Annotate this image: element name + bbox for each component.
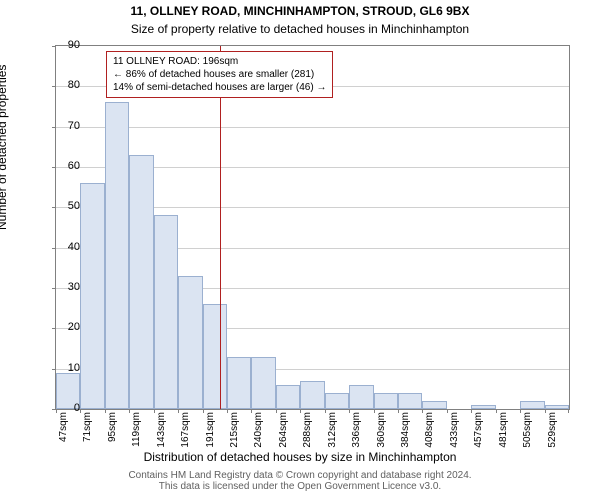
histogram-bar — [227, 357, 251, 409]
y-tick-label: 10 — [55, 362, 80, 374]
x-tick-label: 71sqm — [82, 412, 93, 452]
histogram-bar — [251, 357, 275, 409]
x-tick-label: 143sqm — [156, 412, 167, 452]
x-tick-label: 481sqm — [498, 412, 509, 452]
histogram-bar — [178, 276, 202, 409]
y-tick-label: 30 — [55, 281, 80, 293]
x-tick-label: 529sqm — [547, 412, 558, 452]
histogram-bar — [325, 393, 349, 409]
x-tick-label: 119sqm — [131, 412, 142, 452]
chart-title-sub: Size of property relative to detached ho… — [0, 22, 600, 36]
histogram-bar — [471, 405, 495, 409]
property-marker-line — [220, 46, 221, 409]
x-tick-mark — [349, 409, 350, 413]
gridline — [56, 127, 569, 128]
x-tick-mark — [398, 409, 399, 413]
chart-plot-area: 11 OLLNEY ROAD: 196sqm ← 86% of detached … — [55, 45, 570, 410]
y-tick-label: 40 — [55, 241, 80, 253]
histogram-bar — [545, 405, 569, 409]
x-tick-label: 433sqm — [449, 412, 460, 452]
histogram-bar — [203, 304, 227, 409]
histogram-bar — [129, 155, 153, 409]
annotation-box: 11 OLLNEY ROAD: 196sqm ← 86% of detached … — [106, 51, 333, 98]
x-tick-mark — [227, 409, 228, 413]
x-tick-mark — [374, 409, 375, 413]
x-tick-label: 288sqm — [302, 412, 313, 452]
histogram-bar — [349, 385, 373, 409]
x-tick-label: 191sqm — [205, 412, 216, 452]
x-tick-label: 264sqm — [278, 412, 289, 452]
x-tick-mark — [568, 409, 569, 413]
histogram-bar — [520, 401, 544, 409]
annotation-line1: 11 OLLNEY ROAD: 196sqm — [113, 56, 238, 67]
y-tick-label: 60 — [55, 160, 80, 172]
x-tick-mark — [520, 409, 521, 413]
x-tick-mark — [447, 409, 448, 413]
x-tick-label: 312sqm — [327, 412, 338, 452]
x-tick-label: 167sqm — [180, 412, 191, 452]
x-tick-mark — [276, 409, 277, 413]
x-tick-label: 505sqm — [522, 412, 533, 452]
x-tick-label: 240sqm — [253, 412, 264, 452]
x-axis-label: Distribution of detached houses by size … — [0, 450, 600, 464]
y-tick-label: 20 — [55, 321, 80, 333]
x-tick-mark — [154, 409, 155, 413]
x-tick-label: 47sqm — [58, 412, 69, 452]
histogram-bar — [422, 401, 446, 409]
x-tick-label: 215sqm — [229, 412, 240, 452]
chart-title-main: 11, OLLNEY ROAD, MINCHINHAMPTON, STROUD,… — [0, 4, 600, 18]
histogram-bar — [154, 215, 178, 409]
histogram-bar — [80, 183, 104, 409]
x-tick-label: 95sqm — [107, 412, 118, 452]
x-tick-mark — [325, 409, 326, 413]
annotation-line3: 14% of semi-detached houses are larger (… — [113, 82, 326, 93]
x-tick-mark — [496, 409, 497, 413]
x-tick-label: 457sqm — [473, 412, 484, 452]
x-tick-mark — [105, 409, 106, 413]
y-tick-label: 70 — [55, 120, 80, 132]
x-tick-mark — [545, 409, 546, 413]
y-axis-label: Number of detached properties — [0, 65, 9, 230]
y-tick-label: 90 — [55, 39, 80, 51]
histogram-bar — [105, 102, 129, 409]
histogram-bar — [300, 381, 324, 409]
y-tick-label: 80 — [55, 79, 80, 91]
footer-line2: This data is licensed under the Open Gov… — [159, 481, 441, 492]
x-tick-label: 360sqm — [376, 412, 387, 452]
footer-line1: Contains HM Land Registry data © Crown c… — [128, 470, 471, 481]
annotation-line2: ← 86% of detached houses are smaller (28… — [113, 69, 314, 80]
y-tick-label: 50 — [55, 200, 80, 212]
x-tick-label: 336sqm — [351, 412, 362, 452]
chart-footer: Contains HM Land Registry data © Crown c… — [0, 470, 600, 492]
histogram-bar — [398, 393, 422, 409]
histogram-bar — [374, 393, 398, 409]
x-tick-label: 408sqm — [424, 412, 435, 452]
x-tick-mark — [203, 409, 204, 413]
x-tick-label: 384sqm — [400, 412, 411, 452]
x-tick-mark — [178, 409, 179, 413]
histogram-bar — [276, 385, 300, 409]
